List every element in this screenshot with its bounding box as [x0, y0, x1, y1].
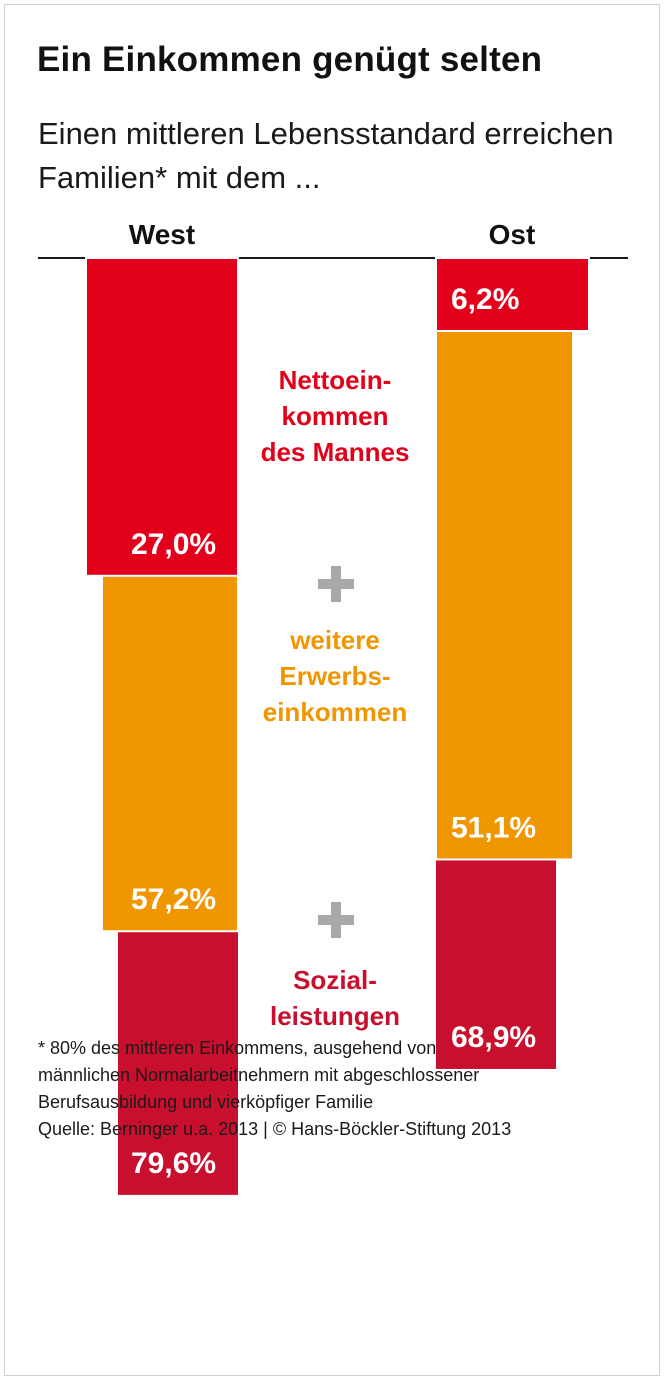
- footnote: * 80% des mittleren Einkommens, ausgehen…: [38, 1038, 480, 1112]
- bar-ost-men: [435, 257, 590, 332]
- plus-icon: [318, 566, 354, 602]
- value-label-ost-men: 6,2%: [451, 283, 519, 316]
- chart-title: Ein Einkommen genügt selten: [37, 40, 543, 79]
- header-rule: [38, 257, 628, 259]
- value-label-ost-social: 68,9%: [451, 1021, 536, 1054]
- source-line: Quelle: Berninger u.a. 2013 | © Hans-Böc…: [38, 1119, 512, 1139]
- value-label-west-further: 57,2%: [131, 883, 216, 916]
- bar-ost-further: [435, 257, 574, 861]
- bar-west-men: [85, 257, 239, 577]
- chart-subtitle: Einen mittleren Lebensstandard erreichen…: [38, 116, 614, 195]
- column-head-ost: Ost: [488, 219, 536, 250]
- column-head-west: West: [128, 219, 196, 250]
- plus-icon: [318, 902, 354, 938]
- label-men-income: Nettoein- kommen des Mannes: [260, 365, 410, 467]
- label-social-benefits: Sozial- leistungen: [269, 965, 400, 1031]
- value-label-west-social: 79,6%: [131, 1147, 216, 1180]
- value-label-ost-further: 51,1%: [451, 811, 536, 844]
- value-label-west-men: 27,0%: [131, 528, 216, 561]
- label-further-income: weitere Erwerbs- einkommen: [262, 625, 408, 727]
